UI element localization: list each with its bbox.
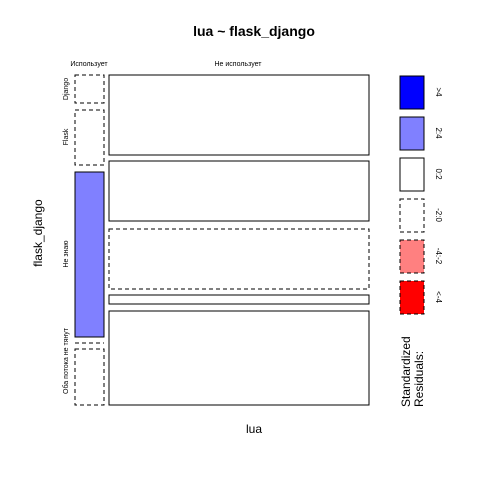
tile-uses-both <box>74 348 105 406</box>
tile-not-uses-both <box>108 310 370 406</box>
row-label-dont-know: Не знаю <box>63 240 70 267</box>
chart-title: lua ~ flask_django <box>193 23 315 39</box>
column-label-uses: Использует <box>70 61 108 68</box>
legend-title-line1: Standardized <box>399 336 413 407</box>
legend: >4 2:4 0:2 -2:0 -4:-2 <-4 Standardized R… <box>399 75 443 407</box>
tile-not-uses-django-flask <box>108 74 370 156</box>
legend-label-gt4: >4 <box>434 87 443 97</box>
tile-not-uses-other <box>108 294 370 305</box>
legend-title-line2: Residuals: <box>412 351 426 407</box>
tile-not-uses-dont-know <box>108 228 370 290</box>
legend-label-2-4: 2:4 <box>434 127 443 139</box>
legend-swatch-2-4 <box>399 116 425 151</box>
row-labels: Django Flask Не знаю Оба потока не тянут <box>62 78 70 394</box>
tile-uses-django <box>74 74 105 104</box>
row-label-django: Django <box>63 78 70 100</box>
legend-label-neg2-0: -2:0 <box>434 208 443 222</box>
row-label-both: Оба потока не тянут <box>62 327 70 394</box>
legend-swatch-gt4 <box>399 75 425 110</box>
mosaic-tiles <box>74 74 370 406</box>
tile-not-uses-upper-mid <box>108 160 370 222</box>
column-label-not-uses: Не использует <box>215 61 263 68</box>
legend-label-0-2: 0:2 <box>434 168 443 180</box>
x-axis-label: lua <box>246 422 262 436</box>
legend-label-neg4-neg2: -4:-2 <box>434 248 443 265</box>
legend-label-lt-neg4: <-4 <box>434 291 443 303</box>
tile-uses-dont-know <box>74 171 105 338</box>
legend-swatch-0-2 <box>399 157 425 192</box>
legend-swatch-neg2-0 <box>399 198 425 233</box>
y-axis-label: flask_django <box>31 199 45 267</box>
legend-swatch-lt-neg4 <box>399 280 425 315</box>
legend-swatch-neg4-neg2 <box>399 239 425 274</box>
tile-uses-flask <box>74 109 105 166</box>
row-label-flask: Flask <box>63 128 70 145</box>
